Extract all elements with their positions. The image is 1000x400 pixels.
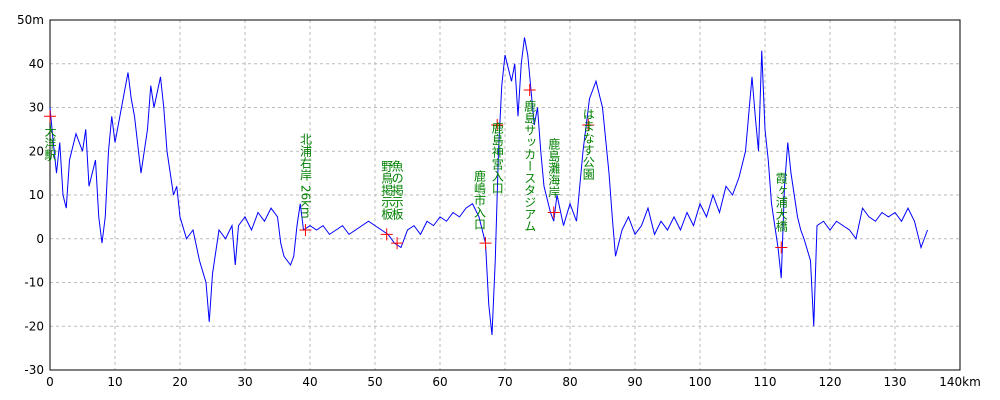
x-tick-label: 130 <box>884 375 907 389</box>
x-tick-label: 50 <box>367 375 382 389</box>
y-tick-label: -10 <box>24 276 44 290</box>
point-label: はまなす公園 <box>581 108 595 180</box>
y-tick-label: 0 <box>36 232 44 246</box>
marker <box>299 224 312 236</box>
marker <box>44 110 56 123</box>
point-label: 大洋駅 <box>43 125 57 162</box>
x-tick-label: 0 <box>46 375 54 389</box>
x-tick-label: 60 <box>432 375 447 389</box>
y-tick-label: 30 <box>29 101 44 115</box>
point-label: 野鳥掲示板 <box>380 160 394 221</box>
y-tick-label: -20 <box>24 319 44 333</box>
marker <box>775 241 788 254</box>
marker <box>491 119 504 131</box>
elevation-line <box>49 37 928 336</box>
x-tick-label: 70 <box>497 375 512 389</box>
marker <box>380 228 393 241</box>
marker <box>479 237 492 250</box>
x-tick-label: 40 <box>302 375 317 389</box>
y-tick-label: 40 <box>29 57 44 71</box>
x-tick-label: 10 <box>107 375 122 389</box>
y-tick-label: 10 <box>29 188 44 202</box>
point-label: 魚の掲示板 <box>390 160 404 221</box>
point-label: 鹿島サッカースタジアム <box>523 99 537 232</box>
x-tick-label: 30 <box>237 375 252 389</box>
y-tick-label: 20 <box>29 144 44 158</box>
y-tick-label: -30 <box>24 363 44 377</box>
point-label: 鹿島灘海岸 <box>547 137 561 198</box>
plot-border <box>49 19 961 371</box>
x-tick-label: 90 <box>627 375 642 389</box>
y-tick-label: 50m <box>17 13 44 27</box>
point-label: 鹿島神宮入口 <box>490 121 504 194</box>
x-tick-label: 100 <box>689 375 712 389</box>
x-tick-label: 20 <box>172 375 187 389</box>
point-label: 北浦右岸 26km <box>298 133 312 219</box>
marker <box>523 84 536 96</box>
x-tick-label: 120 <box>819 375 842 389</box>
x-tick-label: 110 <box>754 375 777 389</box>
x-tick-label: 80 <box>562 375 577 389</box>
point-label: 鹿嶋市入口 <box>473 169 487 230</box>
marker <box>547 206 560 219</box>
marker <box>391 237 404 250</box>
marker <box>582 119 595 131</box>
point-label: 霞ヶ浦大橋 <box>774 172 788 233</box>
x-tick-label: 140km <box>939 375 981 389</box>
